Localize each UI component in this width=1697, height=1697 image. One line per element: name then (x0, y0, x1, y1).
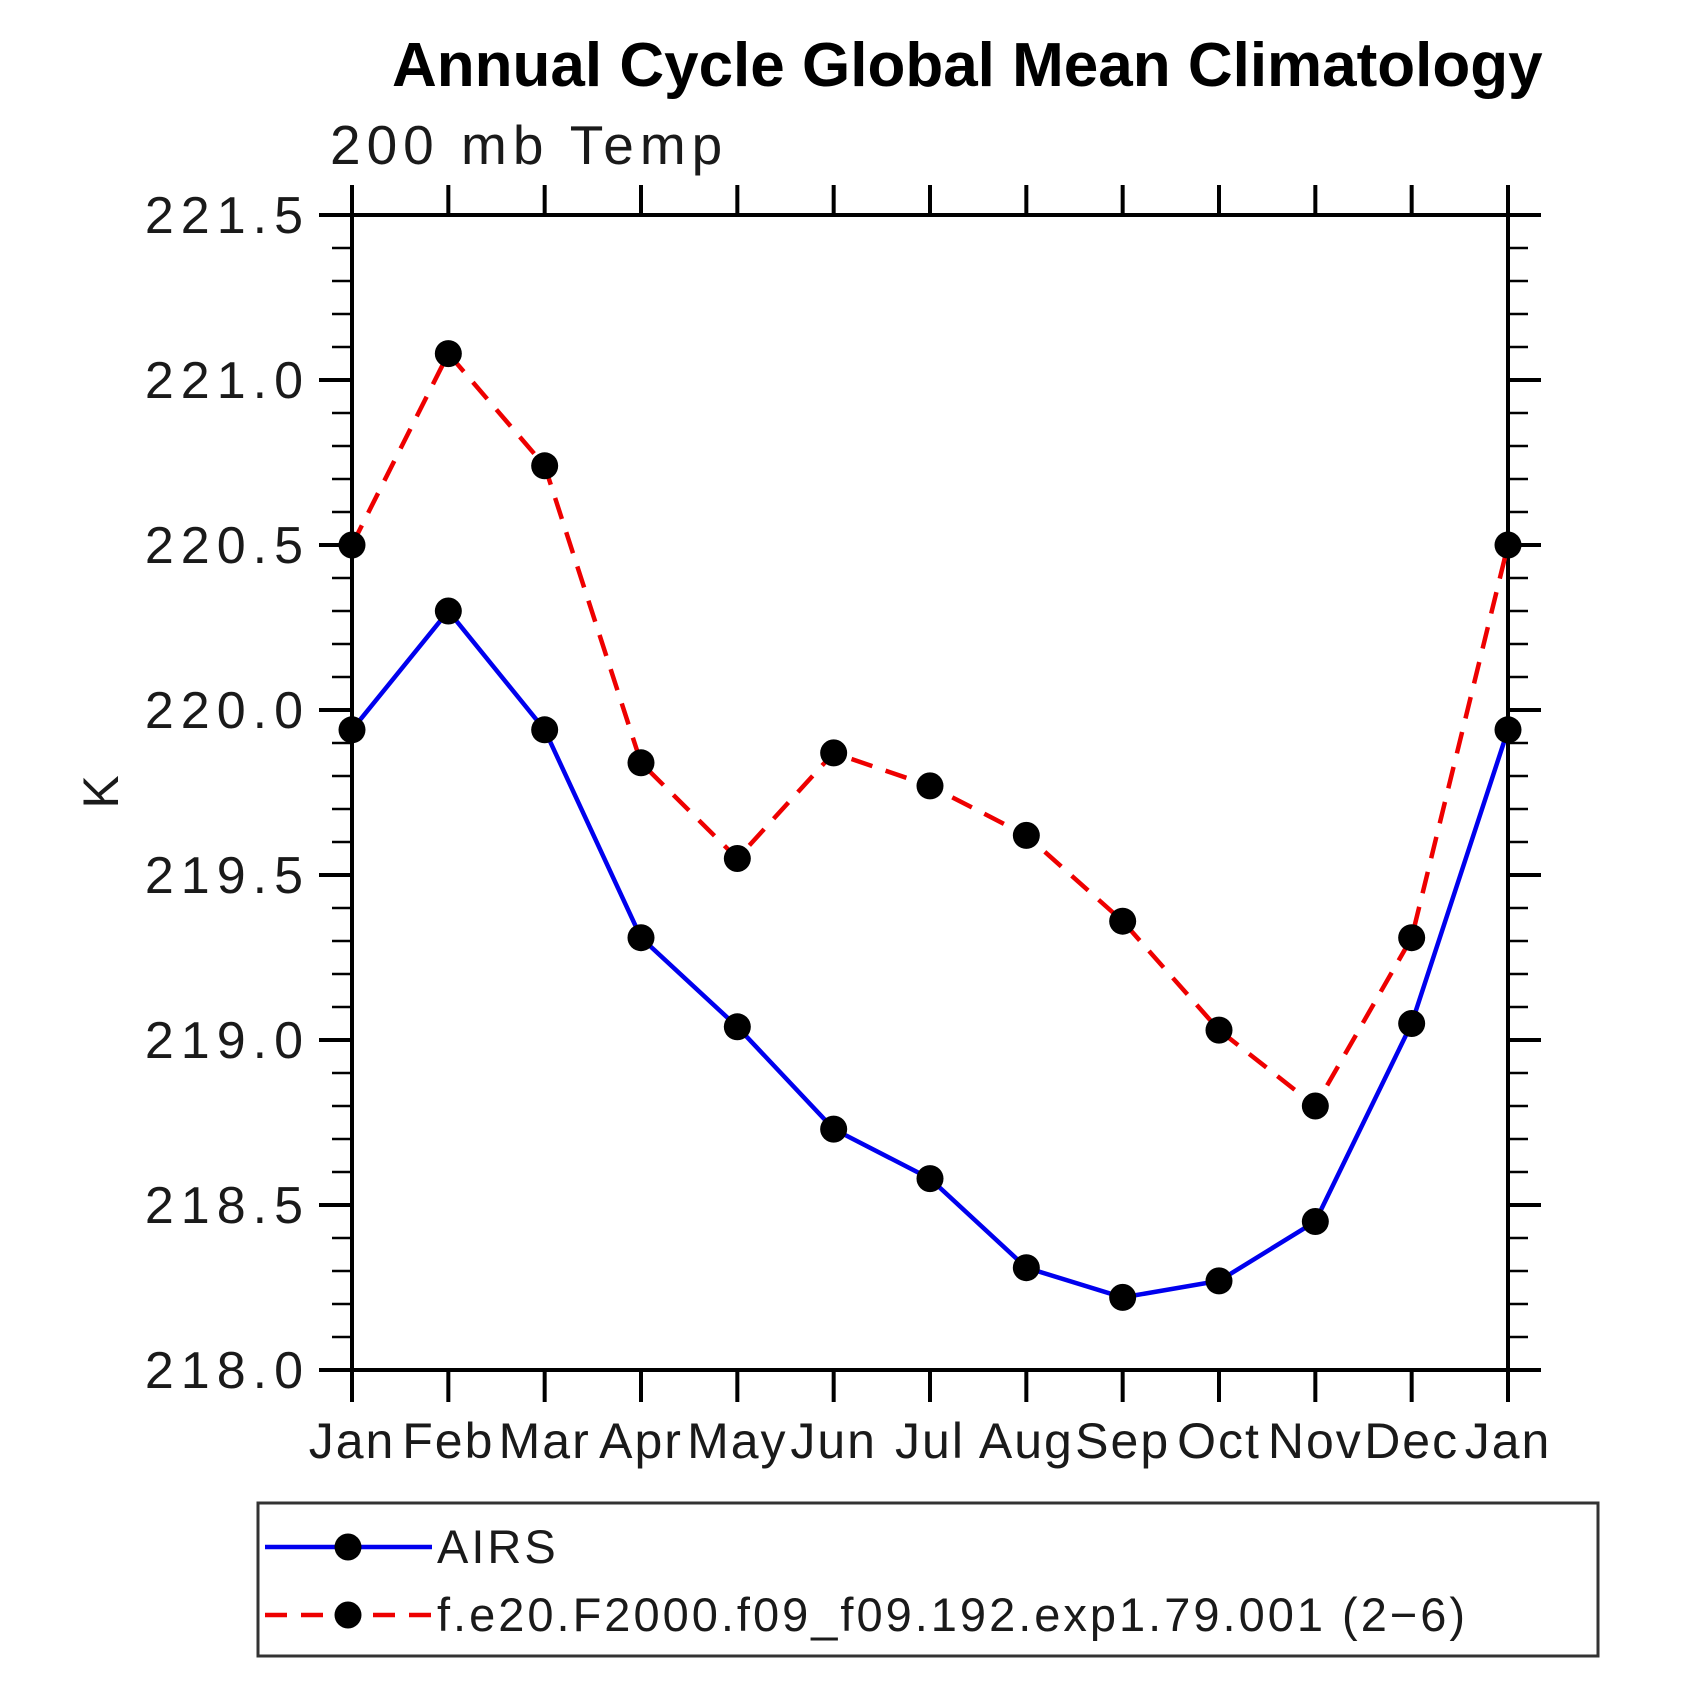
data-point (531, 716, 559, 744)
legend-box (256, 1501, 1600, 1658)
series-1-line (349, 349, 1511, 1110)
y-axis-tick-label: 218.0 (145, 1342, 310, 1400)
data-point (916, 772, 944, 800)
data-point (1012, 821, 1040, 849)
legend-label: AIRS (437, 1520, 559, 1573)
data-point (1301, 1092, 1329, 1120)
month-label: Jan (1465, 1413, 1552, 1469)
data-point (820, 1115, 848, 1143)
chart-title: Annual Cycle Global Mean Climatology (392, 31, 1543, 100)
data-point (1109, 1283, 1137, 1311)
legend-marker-dot (334, 1533, 362, 1561)
data-point (916, 1165, 944, 1193)
y-axis-tick-label: 219.0 (145, 1012, 310, 1070)
data-point (1398, 924, 1426, 952)
plot-generated-layer: 218.0 218.5 219.0 219.5 220.0 220.5 221.0 221.5… (145, 185, 1600, 1658)
data-point (531, 452, 559, 480)
month-label: Feb (402, 1413, 494, 1469)
data-point (1301, 1208, 1329, 1235)
series-0-line (350, 607, 1511, 1300)
month-label: Mar (499, 1413, 591, 1469)
data-point (1205, 1267, 1233, 1295)
month-label: Apr (599, 1413, 683, 1469)
month-label: Aug (979, 1413, 1074, 1469)
data-point (1109, 907, 1137, 935)
data-point (1012, 1254, 1040, 1282)
data-point (1494, 716, 1522, 744)
data-point (434, 597, 462, 625)
data-point (627, 924, 655, 952)
data-point (820, 739, 848, 767)
month-label: Nov (1268, 1413, 1363, 1469)
data-point (723, 845, 751, 872)
y-axis-tick-label: 218.5 (145, 1177, 310, 1235)
legend-label: f.e20.F2000.f09_f09.192.exp1.79.001 (2−6… (437, 1588, 1468, 1641)
y-axis-tick-label: 221.0 (145, 352, 310, 410)
legend-marker-dot (334, 1601, 362, 1629)
y-axis-tick-label: 220.5 (145, 517, 310, 575)
data-point (1205, 1016, 1233, 1044)
data-point (338, 716, 366, 744)
chart-subtitle: 200 mb Temp (330, 114, 728, 176)
y-axis-tick-label: 219.5 (145, 847, 310, 905)
data-point (338, 531, 366, 559)
data-point (1398, 1010, 1426, 1037)
y-axis-tick-label: 220.0 (145, 682, 310, 740)
month-label: Sep (1075, 1413, 1170, 1469)
month-label: Jan (309, 1413, 396, 1469)
data-point (627, 749, 655, 777)
data-point (1494, 531, 1522, 559)
month-label: May (687, 1413, 787, 1469)
y-axis-label: K (73, 775, 129, 808)
data-point (723, 1013, 751, 1041)
month-label: Jun (790, 1413, 877, 1469)
month-label: Oct (1177, 1413, 1261, 1469)
month-label: Jul (895, 1413, 965, 1469)
month-label: Dec (1364, 1413, 1459, 1469)
data-point (434, 340, 462, 368)
y-axis-tick-label: 221.5 (145, 187, 310, 245)
